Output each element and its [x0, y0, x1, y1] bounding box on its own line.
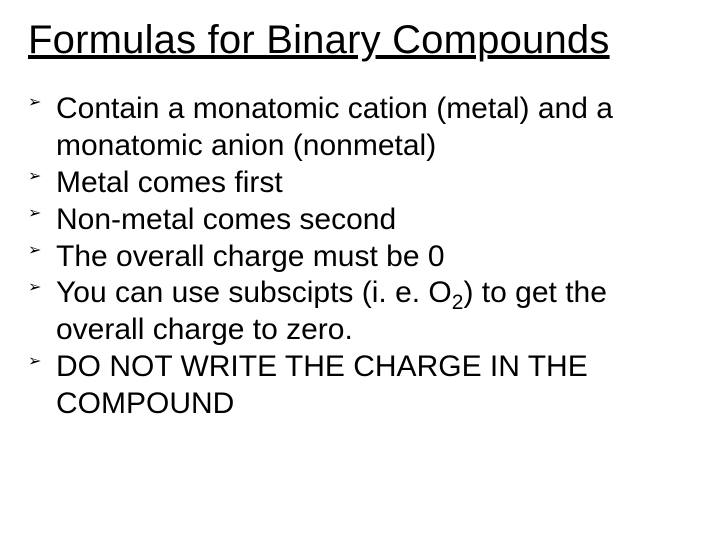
bullet-marker-icon: ➢ — [28, 278, 41, 298]
slide-title: Formulas for Binary Compounds — [28, 18, 692, 63]
bullet-marker-icon: ➢ — [28, 241, 41, 261]
list-item: ➢ DO NOT WRITE THE CHARGE IN THE COMPOUN… — [28, 349, 692, 423]
list-item: ➢ Contain a monatomic cation (metal) and… — [28, 91, 692, 165]
bullet-text: Metal comes first — [56, 166, 283, 199]
bullet-list: ➢ Contain a monatomic cation (metal) and… — [28, 91, 692, 423]
bullet-marker-icon: ➢ — [28, 167, 41, 187]
list-item: ➢ Non-metal comes second — [28, 202, 692, 239]
bullet-marker-icon: ➢ — [28, 93, 41, 113]
bullet-text: DO NOT WRITE THE CHARGE IN THE COMPOUND — [56, 350, 588, 420]
bullet-text: Non-metal comes second — [56, 203, 396, 236]
list-item: ➢ You can use subscipts (i. e. O2) to ge… — [28, 275, 692, 349]
bullet-text: You can use subscipts (i. e. O2) to get … — [56, 276, 607, 346]
bullet-text: Contain a monatomic cation (metal) and a… — [56, 92, 613, 162]
bullet-text: The overall charge must be 0 — [56, 240, 445, 273]
list-item: ➢ Metal comes first — [28, 165, 692, 202]
bullet-marker-icon: ➢ — [28, 204, 41, 224]
subscript: 2 — [452, 291, 464, 314]
bullet-marker-icon: ➢ — [28, 352, 41, 372]
list-item: ➢ The overall charge must be 0 — [28, 239, 692, 276]
